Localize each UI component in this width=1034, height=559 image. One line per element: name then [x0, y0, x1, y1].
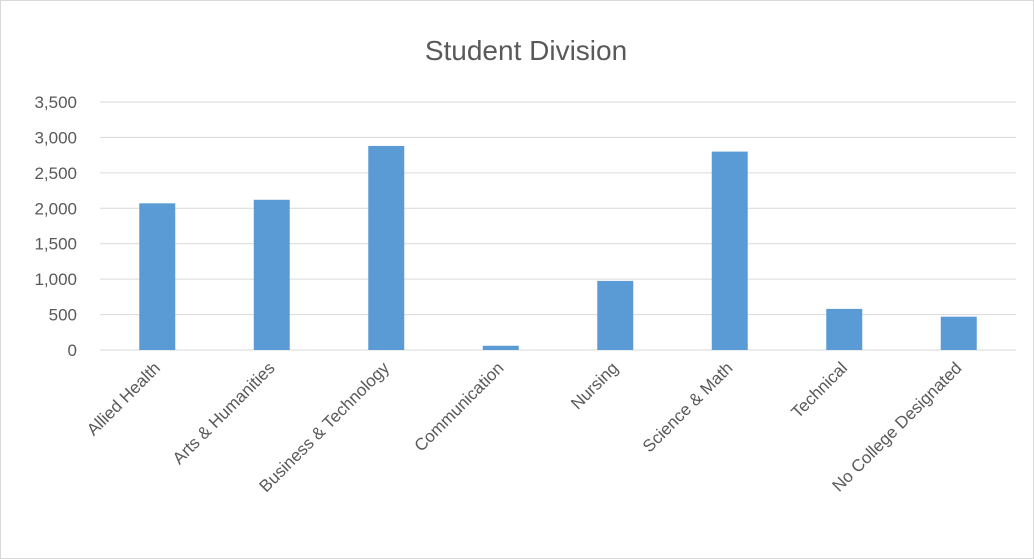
- y-tick-label: 1,500: [34, 235, 77, 254]
- bar: [368, 145, 405, 350]
- y-tick-label: 0: [68, 341, 77, 360]
- bar: [139, 203, 176, 350]
- y-axis-tick-labels: 0 500 1,000 1,500 2,000 2,500 3,000 3,500: [34, 93, 77, 360]
- y-tick-label: 2,000: [34, 199, 77, 218]
- bar: [940, 316, 977, 350]
- bar: [253, 199, 290, 350]
- bar: [826, 308, 863, 350]
- y-tick-label: 500: [49, 306, 77, 325]
- bars: [139, 145, 977, 350]
- bar: [482, 345, 519, 350]
- bar: [597, 280, 634, 350]
- y-tick-label: 3,500: [34, 93, 77, 112]
- y-tick-label: 1,000: [34, 270, 77, 289]
- bar: [711, 151, 748, 350]
- chart-title: Student Division: [425, 35, 627, 66]
- y-tick-label: 2,500: [34, 164, 77, 183]
- gridlines: [100, 101, 1016, 351]
- y-tick-label: 3,000: [34, 128, 77, 147]
